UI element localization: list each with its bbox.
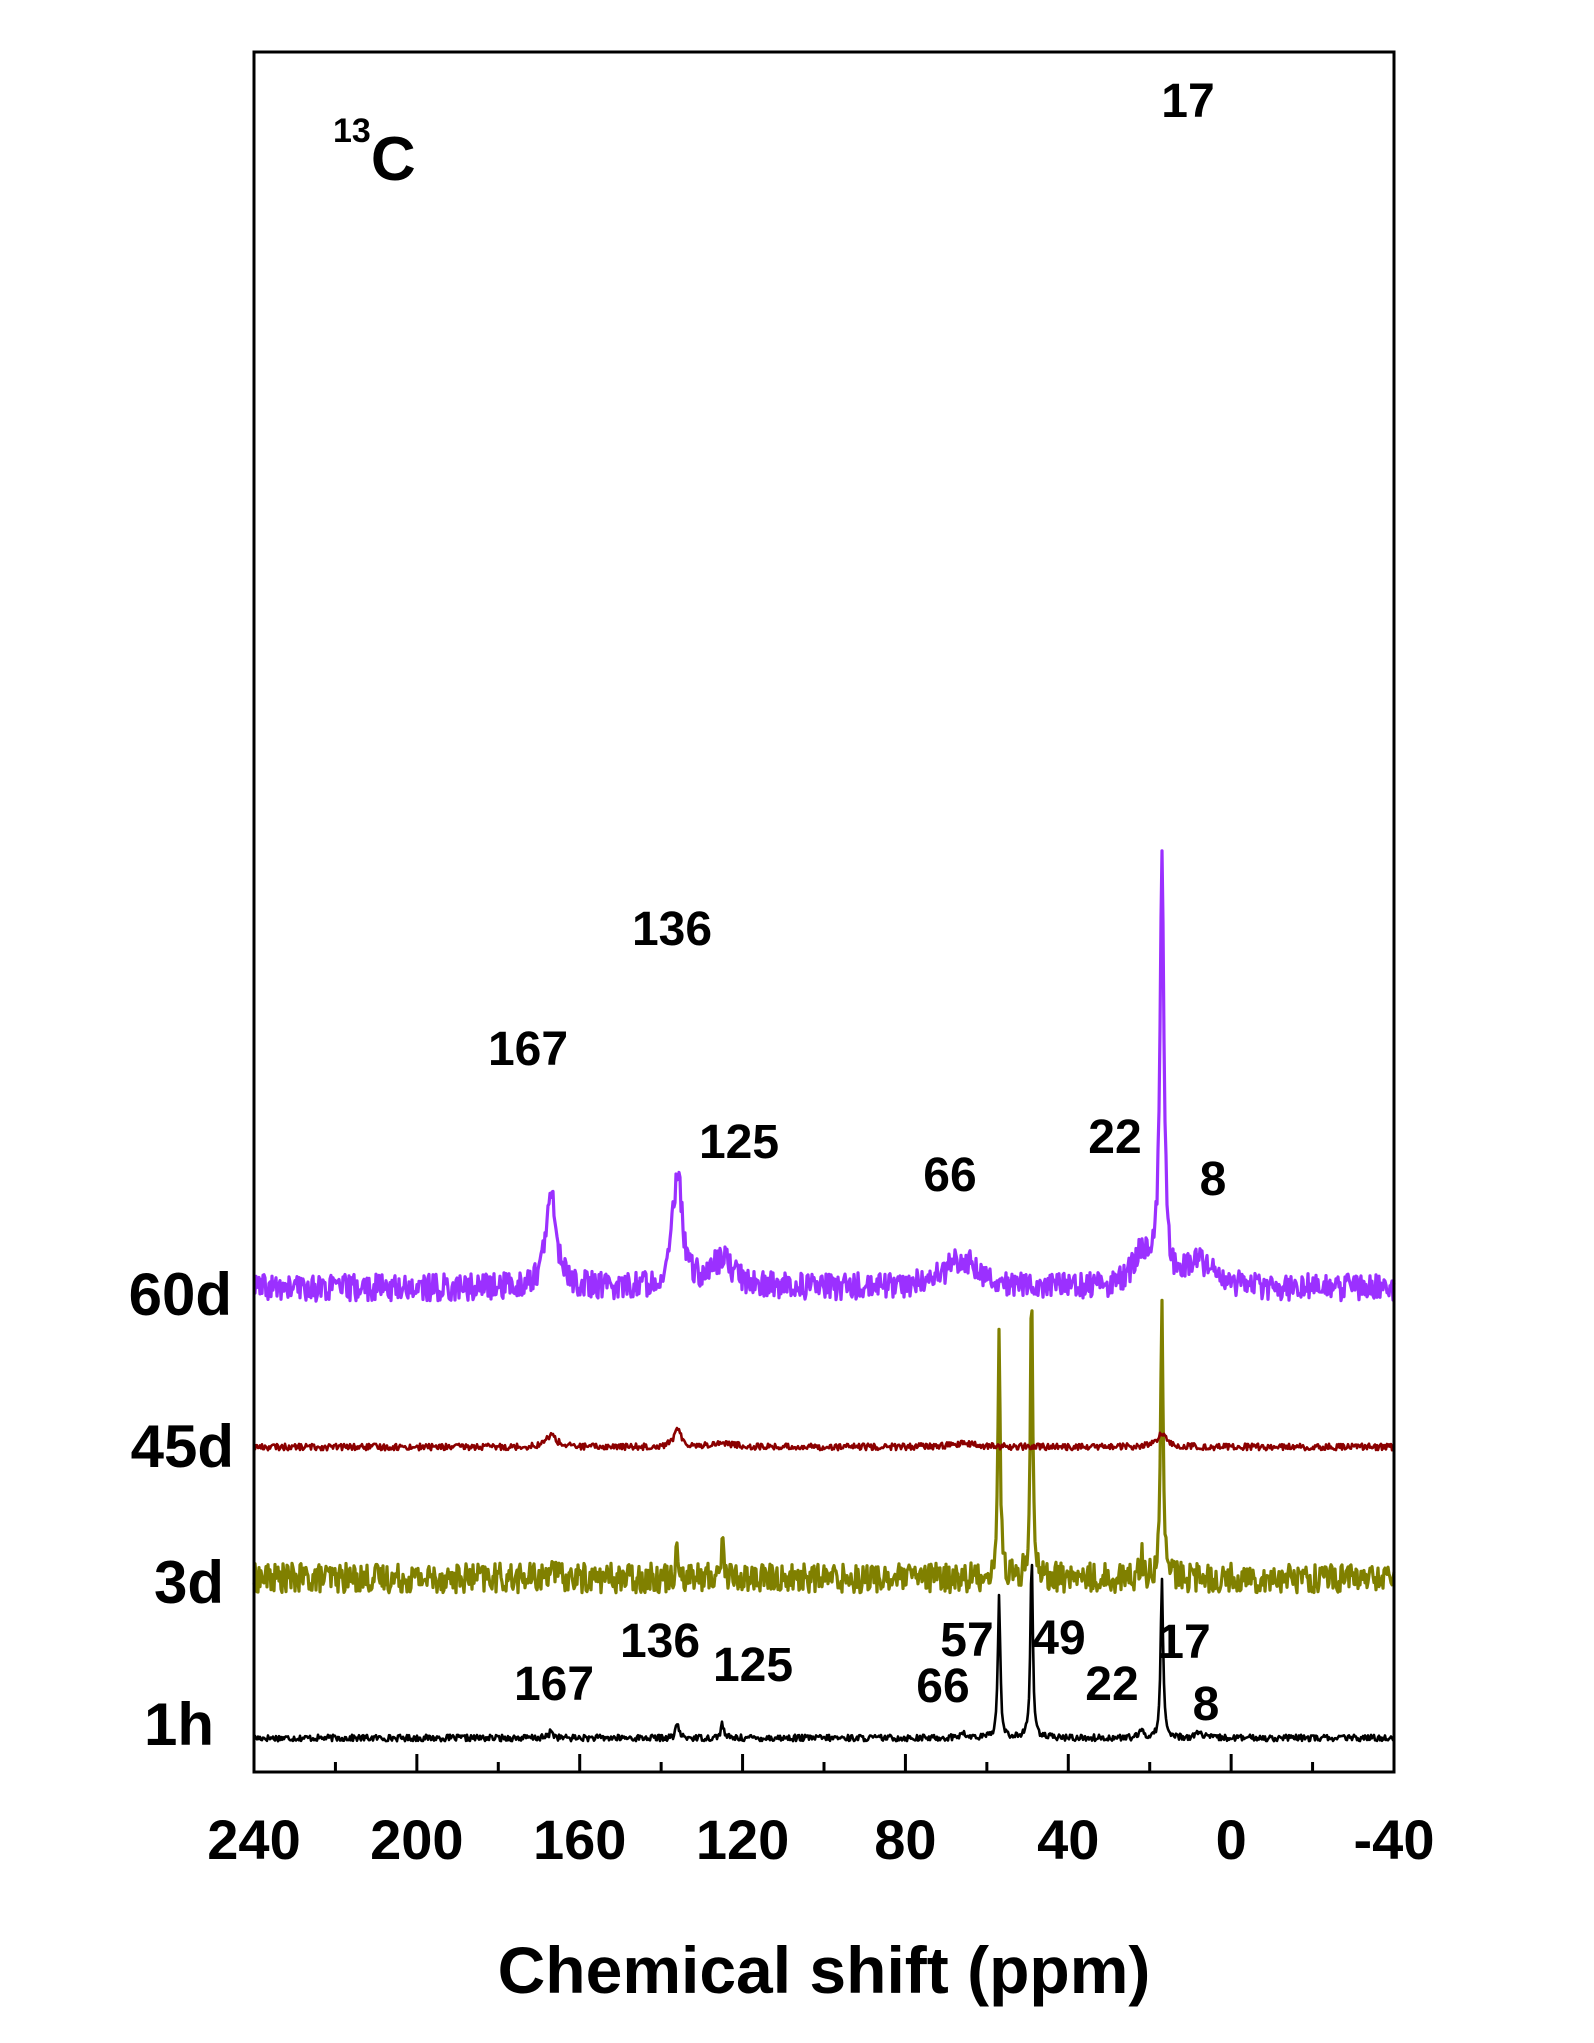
peak-label-1h-17: 17 <box>1157 1616 1210 1669</box>
peak-label-1h-49: 49 <box>1032 1612 1085 1665</box>
peak-label-60d-66: 66 <box>923 1149 976 1202</box>
x-tick-label: 120 <box>696 1808 789 1871</box>
series-line-45d <box>253 1426 1396 1452</box>
peak-label-1h-125: 125 <box>713 1639 793 1692</box>
peak-label-1h-167: 167 <box>514 1658 594 1711</box>
peak-label-60d-167: 167 <box>488 1023 568 1076</box>
series-label-1h: 1h <box>144 1691 214 1758</box>
series-label-3d: 3d <box>154 1549 224 1616</box>
peak-label-60d-125: 125 <box>699 1116 779 1169</box>
nucleus-symbol: C <box>371 125 416 194</box>
peak-label-60d-17: 17 <box>1161 75 1214 128</box>
x-axis-ticks: 240 200 160 120 80 40 0 -40 <box>207 1754 1434 1871</box>
peak-label-60d-8: 8 <box>1200 1153 1227 1206</box>
peak-label-60d-22: 22 <box>1088 1111 1141 1164</box>
x-tick-label: -40 <box>1354 1808 1435 1871</box>
x-axis-title: Chemical shift (ppm) <box>498 1933 1151 2007</box>
x-tick-label: 80 <box>874 1808 936 1871</box>
series-line-1h <box>252 1563 1395 1743</box>
series-label-60d: 60d <box>129 1261 232 1328</box>
nucleus-mass-number: 13 <box>333 112 371 150</box>
x-tick-label: 40 <box>1037 1808 1099 1871</box>
x-tick-label: 200 <box>370 1808 463 1871</box>
peak-label-1h-22: 22 <box>1085 1658 1138 1711</box>
peak-label-60d-136: 136 <box>632 903 712 956</box>
plot-frame <box>252 50 1396 1774</box>
peak-label-1h-57: 57 <box>940 1614 993 1667</box>
series-line-3d <box>252 1298 1396 1595</box>
x-tick-label: 0 <box>1216 1808 1247 1871</box>
peak-label-1h-66: 66 <box>916 1660 969 1713</box>
x-tick-label: 160 <box>533 1808 626 1871</box>
series-line-60d <box>252 849 1396 1303</box>
spectra-layer <box>252 849 1396 1743</box>
peak-label-1h-136: 136 <box>620 1615 700 1668</box>
x-tick-label: 240 <box>207 1808 300 1871</box>
peak-label-1h-8: 8 <box>1193 1678 1220 1731</box>
nucleus-label: 13C <box>333 112 416 194</box>
series-label-45d: 45d <box>131 1413 234 1480</box>
